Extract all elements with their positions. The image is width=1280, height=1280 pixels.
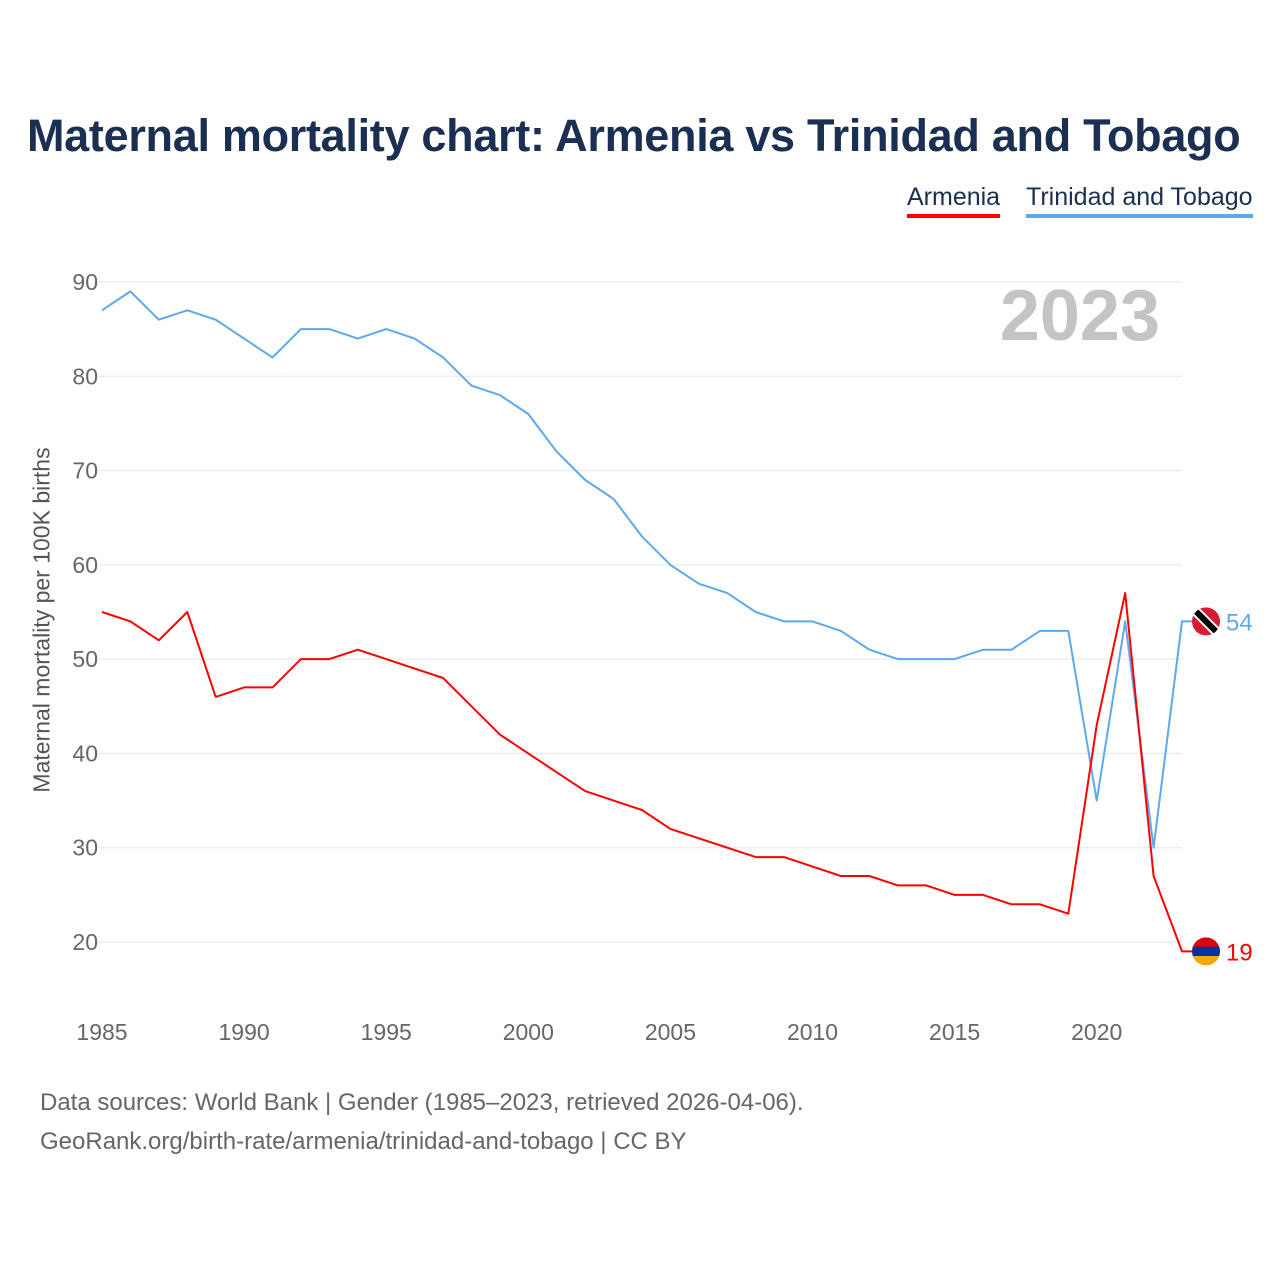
footer-link[interactable]: GeoRank.org/birth-rate/armenia/trinidad-… [40, 1128, 687, 1155]
legend-armenia[interactable]: Armenia [907, 183, 1001, 218]
end-value-label: 54 [1226, 609, 1253, 636]
y-tick-label: 70 [72, 458, 98, 484]
y-tick-label: 40 [72, 740, 98, 766]
x-tick-label: 2005 [645, 1019, 696, 1045]
year-label: 2023 [1000, 276, 1160, 356]
footer-sources: Data sources: World Bank | Gender (1985–… [40, 1089, 804, 1116]
series-line-armenia [101, 592, 1192, 953]
x-tick-label: 1995 [361, 1019, 412, 1045]
x-tick-label: 2020 [1071, 1019, 1122, 1045]
y-tick-label: 90 [72, 269, 98, 295]
end-value-label: 19 [1226, 939, 1253, 966]
x-tick-label: 1990 [219, 1019, 270, 1045]
x-tick-label: 2000 [503, 1019, 554, 1045]
series-line-trinidad-and-tobago [101, 290, 1192, 849]
x-tick-label: 1985 [76, 1019, 127, 1045]
y-tick-label: 30 [72, 835, 98, 861]
armenia-flag-icon [1192, 937, 1220, 966]
y-tick-label: 20 [72, 929, 98, 955]
y-tick-label: 60 [72, 552, 98, 578]
x-tick-label: 2015 [929, 1019, 980, 1045]
legend-trinidad-and-tobago[interactable]: Trinidad and Tobago [1026, 183, 1253, 218]
y-tick-label: 50 [72, 646, 98, 672]
y-tick-label: 80 [72, 363, 98, 389]
chart-title: Maternal mortality chart: Armenia vs Tri… [27, 110, 1241, 161]
x-tick-label: 2010 [787, 1019, 838, 1045]
trinidad-and-tobago-flag-icon [1192, 607, 1220, 636]
